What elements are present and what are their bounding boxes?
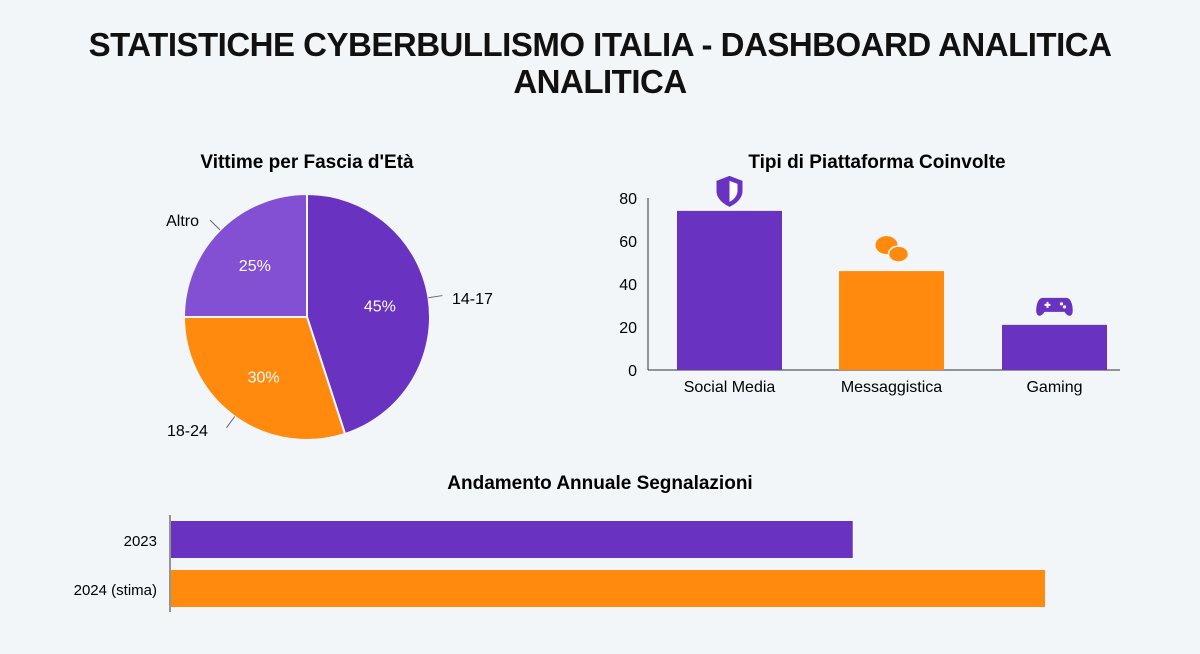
bar-social-media [677,210,782,370]
pie-category-label: 18-24 [167,423,208,440]
hbar-title: Andamento Annuale Segnalazioni [447,473,752,494]
gamepad-icon [1036,297,1073,316]
y-tick-label: 20 [619,320,637,337]
chat-bubbles-icon [875,236,910,263]
gamepad-shape [1036,297,1073,316]
y-tick-label: 0 [628,363,637,380]
button [1062,305,1067,309]
pie-leader-line [209,219,221,231]
pie-category-label: Altro [166,213,199,230]
hbar-0 [171,521,853,558]
bar-messaggistica [839,271,944,370]
dpad [1044,301,1051,308]
x-tick-label: Gaming [1026,379,1082,396]
y-tick-label: 40 [619,277,637,294]
pie-leader-line [226,416,236,429]
hbar-category-label: 2023 [124,533,157,550]
x-tick-label: Social Media [684,379,776,396]
pie-data-label: 45% [364,298,396,315]
y-tick-label: 80 [619,191,637,208]
pie-data-label: 30% [248,370,280,387]
y-tick-label: 60 [619,234,637,251]
button [1059,302,1064,306]
pie-category-label: 14-17 [452,291,493,308]
pie-slice-Altro [182,192,308,318]
bar-gaming [1002,324,1107,370]
pie-leader-line [428,295,443,299]
bubble [887,245,910,263]
x-tick-label: Messaggistica [841,379,942,396]
pie-data-label: 25% [239,258,271,275]
hbar-category-label: 2024 (stima) [74,582,157,599]
page-title: STATISTICHE CYBERBULLISMO ITALIA - DASHB… [88,26,1112,100]
bar-title: Tipi di Piattaforma Coinvolte [748,152,1005,173]
pie-title: Vittime per Fascia d'Età [200,152,414,173]
shield-icon [716,175,743,207]
hbar-1 [171,570,1045,607]
shield-highlight [729,180,738,202]
